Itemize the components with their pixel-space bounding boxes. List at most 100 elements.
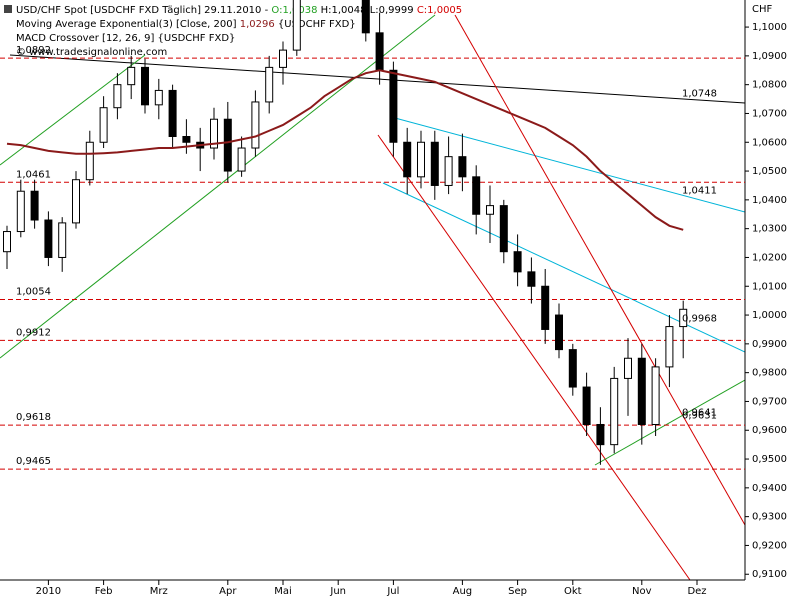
x-tick-label: Okt <box>564 586 582 597</box>
level-label: 1,0892 <box>16 45 51 56</box>
trend-label: 0,9968 <box>682 313 717 324</box>
candle-body <box>210 118 218 149</box>
candle-body <box>265 66 274 103</box>
candle-body <box>237 147 246 172</box>
y-axis-unit: CHF <box>752 4 773 15</box>
x-tick-label: Jul <box>386 586 399 597</box>
y-tick-label: 1,0400 <box>752 195 787 206</box>
y-tick-label: 0,9500 <box>752 454 787 465</box>
level-label: 0,9912 <box>16 327 51 338</box>
candle-body <box>30 190 39 221</box>
trend-line <box>9 54 745 104</box>
y-tick-label: 1,0100 <box>752 281 787 292</box>
candle-body <box>541 285 550 330</box>
trend-line <box>377 134 691 580</box>
y-tick-label: 1,0900 <box>752 51 787 62</box>
legend-icon <box>4 5 12 13</box>
candle-body <box>568 349 577 388</box>
candle-body <box>458 156 467 178</box>
candle-body <box>44 219 53 258</box>
candle-body <box>361 0 370 34</box>
y-tick-label: 0,9300 <box>752 512 787 523</box>
candle-body <box>582 386 591 425</box>
x-tick-label: Dez <box>687 586 706 597</box>
candle-body <box>555 314 563 351</box>
y-tick-label: 0,9200 <box>752 540 787 551</box>
y-tick-label: 1,1000 <box>752 22 787 33</box>
x-tick-label: Mai <box>274 586 292 597</box>
x-tick-label: Mrz <box>150 586 168 597</box>
candle-body <box>223 118 232 172</box>
candle-body <box>596 423 605 446</box>
trend-label: 1,0748 <box>682 89 717 100</box>
candle-body <box>72 179 80 224</box>
y-tick-label: 1,0800 <box>752 80 787 91</box>
level-label: 1,0054 <box>16 287 51 298</box>
y-tick-label: 0,9700 <box>752 396 787 407</box>
candle-body <box>651 366 660 425</box>
candle-body <box>430 141 439 186</box>
candle-body <box>375 32 384 71</box>
candle-body <box>279 49 287 68</box>
candle-body <box>182 136 191 143</box>
candle-body <box>637 357 646 425</box>
trend-label: 1,0411 <box>682 186 717 197</box>
candle-body <box>486 205 494 215</box>
y-tick-label: 1,0300 <box>752 224 787 235</box>
candle-body <box>389 69 398 143</box>
x-tick-label: 2010 <box>36 586 61 597</box>
candle-body <box>624 357 632 379</box>
level-label: 1,0461 <box>16 169 51 180</box>
candle-body <box>154 89 163 106</box>
y-tick-label: 0,9600 <box>752 425 787 436</box>
plot-area <box>0 0 745 470</box>
ema-line <box>6 69 684 231</box>
candle-body <box>665 326 674 368</box>
y-tick-label: 0,9400 <box>752 483 787 494</box>
y-tick-label: 1,0500 <box>752 166 787 177</box>
candle-body <box>251 101 260 149</box>
candle-body <box>58 222 67 258</box>
y-tick-label: 1,0200 <box>752 252 787 263</box>
candle-body <box>513 251 522 273</box>
candle-body <box>679 308 688 328</box>
y-tick-label: 1,0700 <box>752 108 787 119</box>
candle-body <box>472 176 481 215</box>
legend-text: 1,0296 <box>240 19 275 30</box>
candle-body <box>16 190 25 233</box>
legend-text: C:1,0005 <box>417 5 462 16</box>
y-tick-label: 0,9100 <box>752 569 787 580</box>
trend-line <box>0 14 436 359</box>
candle-body <box>444 156 453 186</box>
candle-body <box>127 66 136 86</box>
candle-body <box>417 141 425 178</box>
trend-line <box>594 379 745 466</box>
x-tick-label: Aug <box>453 586 473 597</box>
candle-body <box>403 141 412 178</box>
candle-body <box>610 377 619 446</box>
legend-text: Moving Average Exponential(3) [Close, 20… <box>16 19 240 30</box>
trend-label: 0,9641 <box>682 407 717 418</box>
candle-body <box>85 141 94 181</box>
x-tick-label: Jun <box>329 586 346 597</box>
candle-body <box>113 84 122 109</box>
y-tick-label: 0,9900 <box>752 339 787 350</box>
trend-lines <box>0 14 745 580</box>
level-label: 0,9618 <box>16 412 51 423</box>
legend-line: MACD Crossover [12, 26, 9] {USDCHF FXD} <box>16 33 235 44</box>
candle-body <box>168 89 177 138</box>
candle-body <box>99 107 108 143</box>
candle-body <box>499 205 508 253</box>
legend-line: Moving Average Exponential(3) [Close, 20… <box>16 19 356 30</box>
x-tick-label: Nov <box>632 586 652 597</box>
candle-body <box>527 271 536 287</box>
candle-body <box>292 0 301 51</box>
y-tick-label: 1,0000 <box>752 310 787 321</box>
y-tick-label: 1,0600 <box>752 137 787 148</box>
trend-line <box>454 14 745 526</box>
legend-line: USD/CHF Spot [USDCHF FXD Täglich] 29.11.… <box>16 5 462 16</box>
candle-body <box>3 231 11 253</box>
trend-label: 0,9631 <box>682 410 717 421</box>
trend-line <box>394 117 745 213</box>
